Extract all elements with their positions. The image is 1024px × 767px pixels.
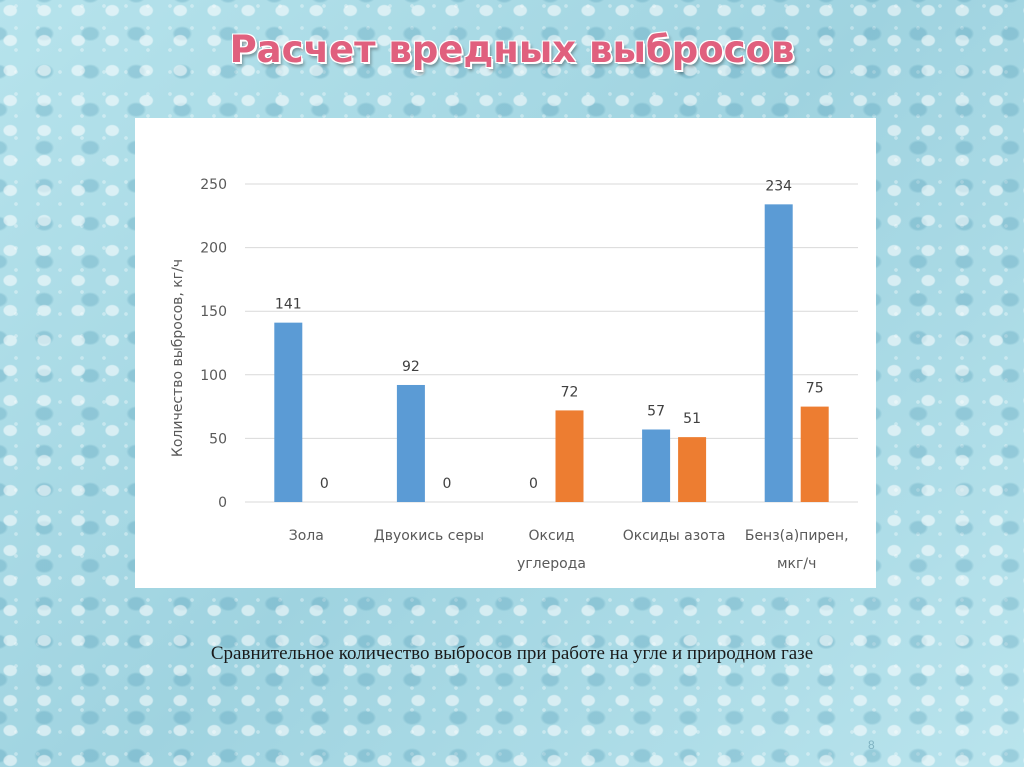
data-label: 0 [320,476,329,492]
data-label: 0 [529,476,538,492]
bar [678,437,707,502]
category-label: Бенз(а)пирен, мкг/ч [745,528,849,572]
data-label: 141 [275,297,302,313]
chart-panel: 0 50 100 150 200 250 141 0 92 0 0 72 57 51 234 75 Зола… [135,118,876,588]
y-tick-label: 250 [200,177,227,193]
bar [642,429,671,502]
y-axis-ticks: 0 50 100 150 200 250 [200,177,227,511]
page-number: 8 [868,738,875,752]
bar [764,204,793,502]
category-label: Оксиды азота [623,528,726,544]
y-axis-title: Количество выбросов, кг/ч [170,259,186,457]
bar [396,384,425,502]
data-labels: 141 0 92 0 0 72 57 51 234 75 [275,178,824,492]
y-tick-label: 200 [200,241,227,257]
bar-chart: 0 50 100 150 200 250 141 0 92 0 0 72 57 51 234 75 Зола… [170,177,858,572]
gridlines [245,183,858,503]
data-label: 57 [647,403,665,419]
data-label: 0 [442,476,451,492]
chart-caption: Сравнительное количество выбросов при ра… [210,643,814,664]
data-label: 51 [683,411,701,427]
category-label: Двуокись серы [374,528,484,544]
y-tick-label: 0 [218,495,227,511]
bar [800,406,829,502]
data-label: 92 [402,359,420,375]
data-label: 234 [765,178,792,194]
category-label: Оксид углерода [517,528,586,572]
y-tick-label: 150 [200,304,227,320]
y-tick-label: 50 [209,431,227,447]
bar [555,410,584,502]
bar [274,322,303,502]
category-labels: Зола Двуокись серы Оксид углерода Оксиды азо… [289,528,849,572]
slide-title: Расчет вредных выбросов [229,28,795,71]
bars [274,204,829,502]
category-label: Зола [289,528,324,544]
data-label: 75 [806,381,824,397]
data-label: 72 [561,384,579,400]
y-tick-label: 100 [200,368,227,384]
